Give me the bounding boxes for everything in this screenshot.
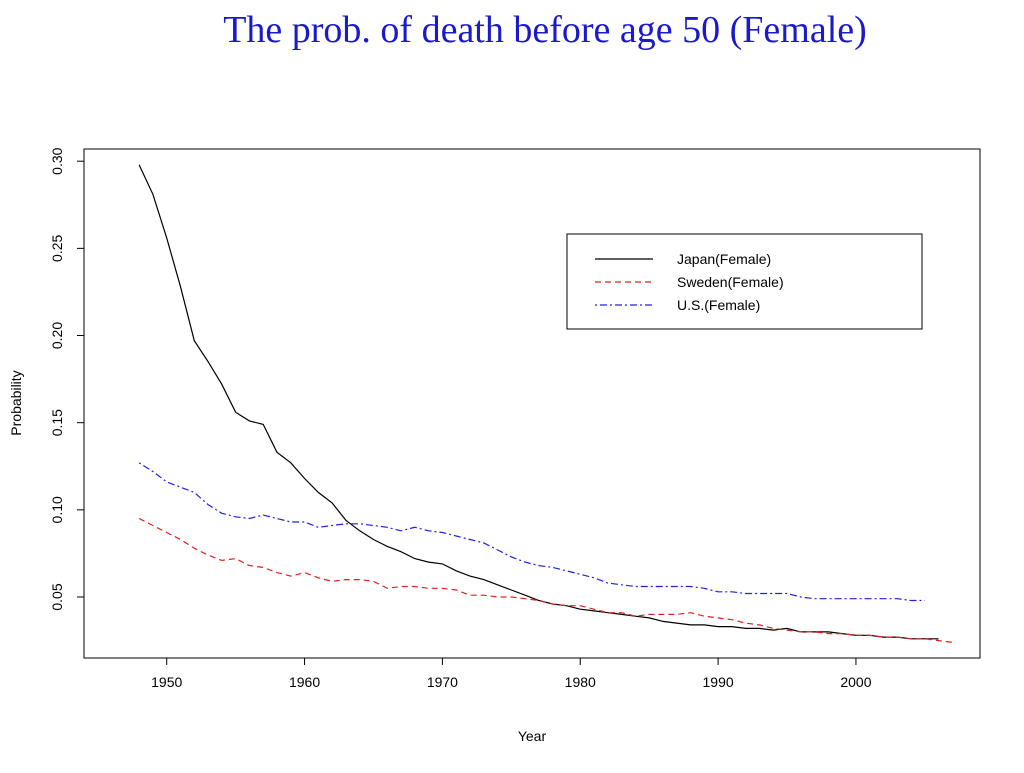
x-axis: 1950 1960 1970 1980 1990 2000 — [151, 657, 872, 690]
legend-label: Sweden(Female) — [677, 274, 784, 290]
slide-title: The prob. of death before age 50 (Female… — [223, 9, 867, 51]
x-tick-label: 1980 — [565, 674, 596, 690]
x-tick-label: 1950 — [151, 674, 182, 690]
series-lines — [138, 164, 953, 643]
y-axis: 0.05 0.10 0.15 0.20 0.25 0.30 — [49, 147, 85, 611]
y-tick-label: 0.10 — [49, 496, 65, 523]
x-axis-label: Year — [518, 728, 547, 744]
series-line-2 — [138, 462, 925, 602]
y-tick-label: 0.15 — [49, 409, 65, 436]
y-tick-label: 0.25 — [49, 235, 65, 262]
y-tick-label: 0.30 — [49, 147, 65, 174]
series-line-1 — [138, 517, 953, 643]
legend: Japan(Female) Sweden(Female) U.S.(Female) — [566, 233, 923, 330]
legend-label: U.S.(Female) — [677, 297, 760, 313]
plot-frame — [83, 148, 981, 659]
series-line-0 — [138, 164, 939, 640]
x-tick-label: 1960 — [289, 674, 320, 690]
x-tick-label: 1990 — [703, 674, 734, 690]
y-tick-label: 0.20 — [49, 322, 65, 349]
y-axis-label: Probability — [8, 370, 24, 435]
legend-entries: Japan(Female) Sweden(Female) U.S.(Female) — [595, 251, 784, 313]
y-tick-label: 0.05 — [49, 583, 65, 610]
x-tick-label: 2000 — [840, 674, 871, 690]
x-tick-label: 1970 — [427, 674, 458, 690]
legend-label: Japan(Female) — [677, 251, 771, 267]
